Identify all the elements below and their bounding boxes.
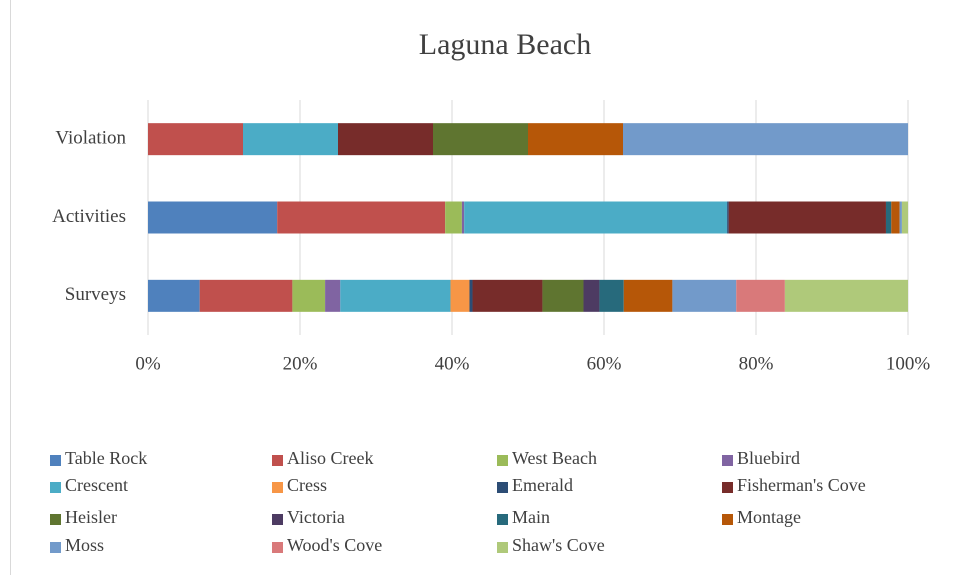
- bar-segment: [623, 123, 908, 156]
- bar-segment: [583, 279, 600, 312]
- legend-swatch: [272, 542, 283, 553]
- bar-segment: [464, 201, 728, 234]
- y-tick-label: Violation: [55, 128, 126, 149]
- bar-segment: [338, 123, 433, 156]
- x-tick-label: 0%: [135, 353, 161, 374]
- bar-segment: [599, 279, 624, 312]
- legend-label: West Beach: [512, 448, 597, 468]
- bar-segment: [340, 279, 451, 312]
- bar-segment: [672, 279, 737, 312]
- y-tick-label: Surveys: [65, 284, 126, 305]
- x-tick-label: 60%: [587, 353, 622, 374]
- bar-segment: [148, 279, 200, 312]
- bar-segment: [736, 279, 785, 312]
- x-tick-label: 80%: [739, 353, 774, 374]
- bar-segment: [528, 123, 623, 156]
- legend-label: Bluebird: [737, 448, 800, 468]
- x-tick-label: 40%: [435, 353, 470, 374]
- y-tick-label: Activities: [52, 206, 126, 227]
- bar-segment: [199, 279, 293, 312]
- bar-segment: [784, 279, 908, 312]
- legend-swatch: [50, 514, 61, 525]
- bar-segment: [623, 279, 673, 312]
- legend-label: Shaw's Cove: [512, 535, 605, 555]
- bar-segment: [325, 279, 341, 312]
- legend-swatch: [722, 455, 733, 466]
- bar-segment: [891, 201, 900, 234]
- bar-segment: [899, 201, 902, 234]
- legend-label: Main: [512, 507, 550, 527]
- legend-swatch: [497, 455, 508, 466]
- bar-segment: [727, 201, 729, 234]
- legend-swatch: [272, 514, 283, 525]
- legend-swatch: [50, 542, 61, 553]
- legend-swatch: [50, 482, 61, 493]
- legend-label: Montage: [737, 507, 801, 527]
- bar-segment: [901, 201, 908, 234]
- bar-segment: [243, 123, 338, 156]
- legend-label: Cress: [287, 475, 327, 495]
- legend-label: Wood's Cove: [287, 535, 382, 555]
- bar-segment: [472, 279, 543, 312]
- bar-segment: [433, 123, 528, 156]
- bar-segment: [277, 201, 446, 234]
- legend-swatch: [272, 482, 283, 493]
- bar-segment: [292, 279, 326, 312]
- legend-swatch: [497, 482, 508, 493]
- legend-label: Aliso Creek: [287, 448, 373, 468]
- x-tick-label: 20%: [283, 353, 318, 374]
- legend-swatch: [497, 542, 508, 553]
- x-tick-label: 100%: [886, 353, 931, 374]
- bar-segment: [445, 201, 462, 234]
- legend-label: Fisherman's Cove: [737, 475, 866, 495]
- legend-swatch: [722, 482, 733, 493]
- legend-label: Crescent: [65, 475, 128, 495]
- legend-label: Table Rock: [65, 448, 147, 468]
- legend-swatch: [497, 514, 508, 525]
- legend-swatch: [722, 514, 733, 525]
- bar-segment: [461, 201, 465, 234]
- legend-label: Victoria: [287, 507, 345, 527]
- legend-label: Emerald: [512, 475, 573, 495]
- legend-label: Heisler: [65, 507, 117, 527]
- legend-swatch: [50, 455, 61, 466]
- bar-segment: [148, 123, 243, 156]
- bar-segment: [469, 279, 473, 312]
- legend-swatch: [272, 455, 283, 466]
- bar-segment: [450, 279, 470, 312]
- bar-segment: [728, 201, 886, 234]
- chart-title: Laguna Beach: [419, 28, 591, 61]
- legend-label: Moss: [65, 535, 104, 555]
- bar-segment: [148, 201, 278, 234]
- bar-segment: [542, 279, 584, 312]
- bar-segment: [885, 201, 892, 234]
